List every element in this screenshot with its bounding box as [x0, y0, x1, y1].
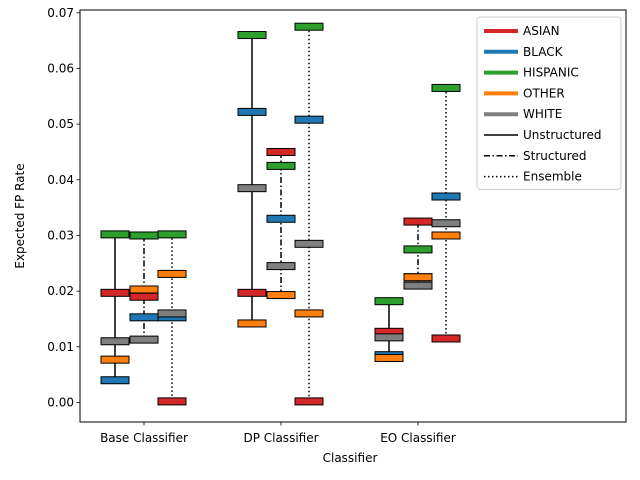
value-marker-black	[237, 107, 267, 116]
value-marker-hispanic	[157, 230, 187, 239]
value-marker-hispanic	[100, 230, 130, 239]
legend-label: ASIAN	[523, 24, 560, 38]
value-marker-white	[157, 309, 187, 318]
value-marker-hispanic	[374, 297, 404, 306]
value-marker-other	[431, 231, 461, 240]
value-marker-white	[294, 239, 324, 248]
y-axis-label: Expected FP Rate	[13, 163, 27, 268]
x-axis-label: Classifier	[323, 451, 378, 465]
x-tick-label: DP Classifier	[243, 431, 318, 445]
value-marker-asian	[129, 292, 159, 301]
value-marker-other	[157, 269, 187, 278]
value-marker-black	[266, 214, 296, 223]
value-marker-asian	[157, 397, 187, 406]
x-tick-label: Base Classifier	[100, 431, 188, 445]
value-marker-hispanic	[403, 245, 433, 254]
legend-label: Structured	[523, 149, 586, 163]
value-marker-hispanic	[237, 31, 267, 40]
legend-label: Ensemble	[523, 170, 582, 184]
value-marker-white	[266, 262, 296, 271]
value-marker-hispanic	[266, 161, 296, 170]
legend-box	[476, 16, 622, 190]
legend-label: HISPANIC	[523, 66, 579, 80]
value-marker-asian	[237, 288, 267, 297]
value-marker-hispanic	[294, 22, 324, 31]
value-marker-asian	[294, 397, 324, 406]
value-marker-black	[129, 313, 159, 322]
y-tick-label: 0.03	[47, 228, 74, 242]
axes-frame	[79, 9, 627, 423]
value-marker-white	[403, 281, 433, 290]
axes: 0.00 0.01 0.02 0.03 0.04 0.05 0.06 0.07 Base Cla…	[47, 6, 627, 445]
value-marker-other	[237, 319, 267, 328]
legend-label: BLACK	[523, 45, 564, 59]
value-marker-black	[431, 192, 461, 201]
value-marker-black	[100, 376, 130, 385]
value-marker-white	[237, 184, 267, 193]
value-marker-white	[100, 337, 130, 346]
value-marker-asian	[403, 217, 433, 226]
value-marker-other	[403, 273, 433, 282]
value-marker-other	[294, 309, 324, 318]
y-tick-label: 0.06	[47, 61, 74, 75]
y-tick-label: 0.04	[47, 173, 74, 187]
legend-label: Unstructured	[523, 128, 601, 142]
value-marker-asian	[100, 288, 130, 297]
value-marker-asian	[431, 334, 461, 343]
value-marker-hispanic	[431, 83, 461, 92]
y-tick-label: 0.01	[47, 340, 74, 354]
value-marker-other	[129, 285, 159, 294]
chart-marks	[100, 22, 461, 406]
value-marker-other	[100, 355, 130, 364]
legend-label: WHITE	[523, 107, 562, 121]
y-tick-label: 0.00	[47, 396, 74, 410]
value-marker-hispanic	[129, 231, 159, 240]
value-marker-black	[294, 115, 324, 124]
value-marker-white	[129, 335, 159, 344]
x-tick-label: EO Classifier	[380, 431, 456, 445]
value-marker-other	[266, 291, 296, 300]
value-marker-asian	[266, 147, 296, 156]
legend-label: OTHER	[523, 86, 565, 100]
value-marker-white	[431, 219, 461, 228]
value-marker-white	[374, 333, 404, 342]
legend: ASIAN BLACK HISPANIC OTHER WHITE Unstructured…	[476, 16, 622, 190]
value-marker-other	[374, 353, 404, 362]
y-tick-label: 0.05	[47, 117, 74, 131]
y-tick-label: 0.07	[47, 6, 74, 20]
y-tick-label: 0.02	[47, 284, 74, 298]
